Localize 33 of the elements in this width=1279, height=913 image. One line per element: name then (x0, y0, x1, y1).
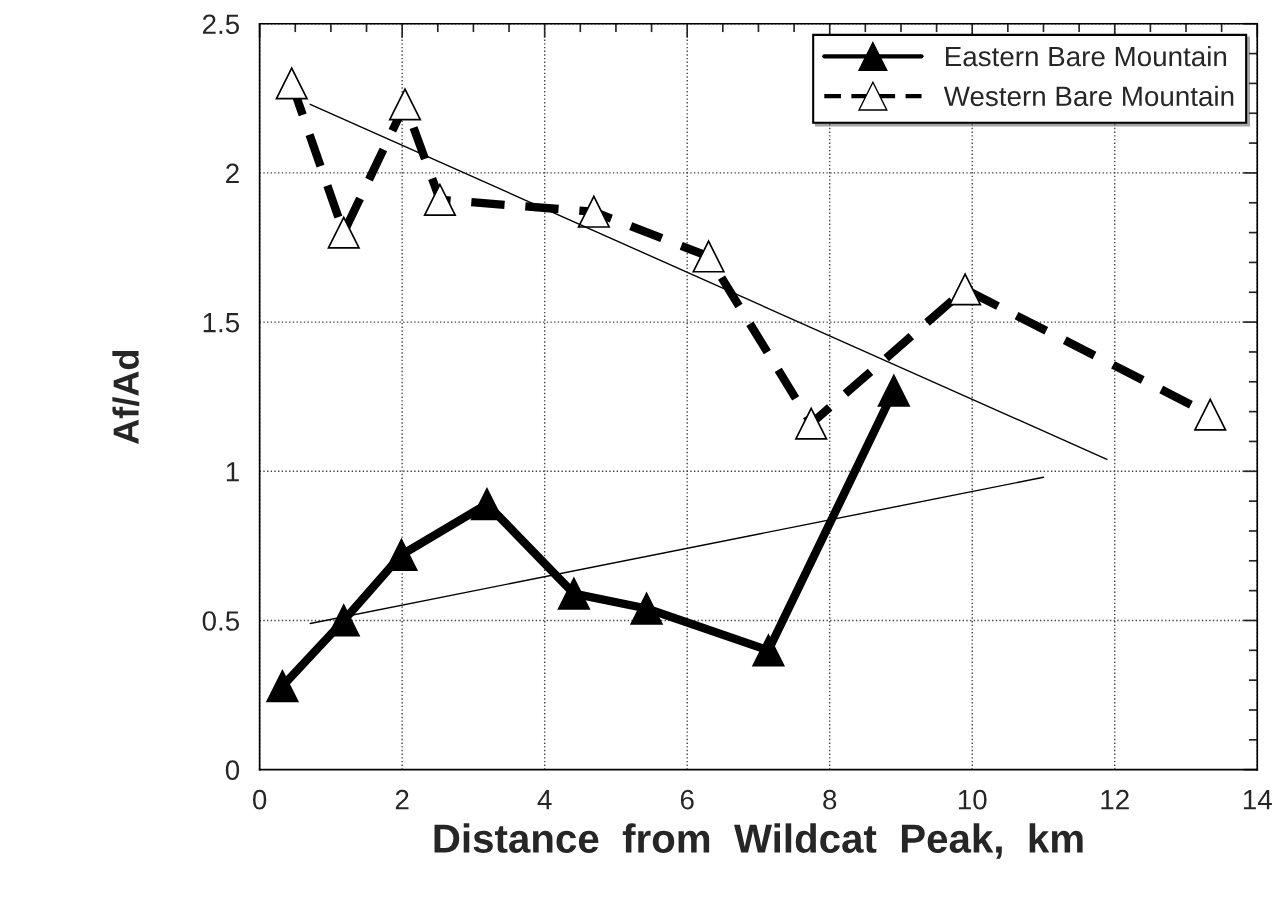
point (388, 88, 422, 121)
point (385, 538, 418, 571)
x-tick-label: 0 (253, 789, 267, 810)
x-tick-label: 2 (395, 789, 409, 810)
y-tick-label: 1 (226, 462, 239, 482)
point (630, 592, 663, 625)
point (752, 634, 785, 667)
point (423, 183, 457, 216)
y-tick-label: 1.5 (203, 313, 240, 333)
legend-label: Eastern Bare Mountain (946, 45, 1227, 67)
point (275, 67, 308, 100)
point (795, 407, 828, 440)
point (948, 273, 982, 306)
y-tick-label: 2 (226, 163, 239, 183)
x-tick-label: 4 (537, 790, 552, 810)
point (877, 374, 910, 407)
x-axis-title: Distance from Wildcat Peak, km (434, 823, 1083, 859)
point (327, 216, 360, 249)
y-tick-label: 0 (225, 760, 240, 780)
y-axis-title: Af/Ad (112, 350, 140, 444)
y-tick-label: 2.5 (202, 14, 240, 35)
x-tick-label: 6 (680, 789, 694, 810)
point (557, 577, 591, 610)
x-tick-label: 8 (823, 789, 837, 810)
x-tick-label: 10 (958, 789, 987, 810)
x-tick-label: 12 (1101, 789, 1129, 810)
point (577, 195, 610, 228)
x-tick-label: 14 (1243, 790, 1272, 810)
y-tick-label: 0.5 (202, 611, 240, 631)
legend-label: Western Bare Mountain (943, 85, 1234, 107)
point (266, 670, 299, 703)
point (1194, 398, 1227, 431)
point (692, 240, 725, 273)
